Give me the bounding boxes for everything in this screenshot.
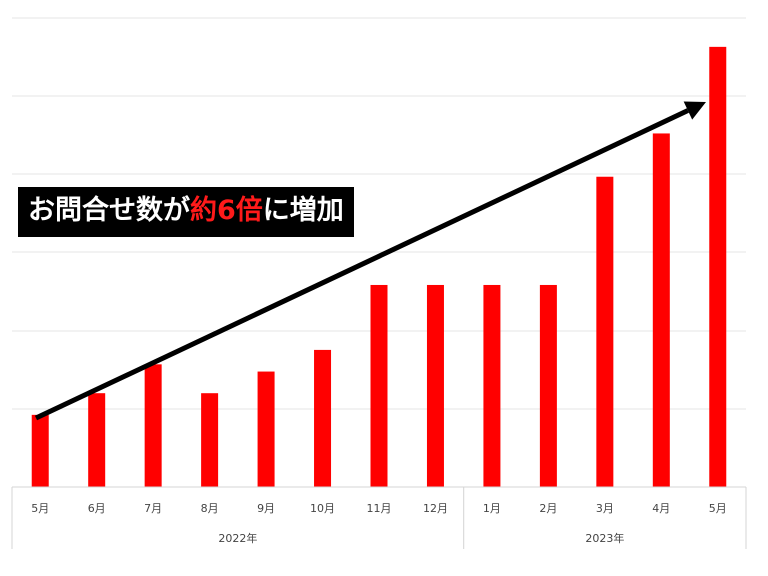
bar-3 [201, 393, 219, 487]
bar-6 [370, 284, 388, 487]
bar-0 [31, 414, 49, 487]
bars [31, 46, 727, 487]
month-label-0: 5月 [31, 502, 49, 515]
bar-5 [314, 349, 332, 487]
callout-prefix: お問合せ数が [28, 195, 190, 226]
bar-2 [144, 364, 162, 487]
bar-8 [483, 284, 501, 487]
month-label-10: 3月 [596, 502, 614, 515]
month-label-1: 6月 [88, 502, 106, 515]
bar-1 [88, 393, 106, 487]
month-label-6: 11月 [367, 502, 392, 515]
bar-7 [426, 284, 444, 487]
year-label-1: 2023年 [585, 531, 624, 545]
month-label-3: 8月 [201, 502, 219, 515]
month-label-7: 12月 [423, 502, 448, 515]
month-label-9: 2月 [539, 502, 557, 515]
bar-4 [257, 371, 275, 487]
month-label-12: 5月 [709, 502, 727, 515]
bar-9 [539, 284, 557, 487]
category-axis: 5月 6月 7月 8月 9月 10月 11月 12月 1月 2月 3月 4月 5月 2022年 2023年 [11, 486, 747, 549]
growth-callout: お問合せ数が約6倍に増加 [18, 187, 354, 237]
bar-10 [596, 176, 614, 487]
month-label-11: 4月 [652, 502, 670, 515]
bar-11 [652, 133, 670, 487]
trend-arrow [34, 101, 706, 421]
callout-highlight: 約6倍 [190, 195, 263, 226]
month-label-4: 9月 [257, 502, 275, 515]
month-label-2: 7月 [144, 502, 162, 515]
year-label-0: 2022年 [218, 531, 257, 545]
month-label-8: 1月 [483, 502, 501, 515]
trend-arrow-shaft [34, 108, 689, 421]
month-label-5: 10月 [310, 502, 335, 515]
bar-12 [709, 46, 727, 487]
trend-arrow-head [683, 101, 706, 120]
callout-suffix: に増加 [262, 195, 344, 226]
